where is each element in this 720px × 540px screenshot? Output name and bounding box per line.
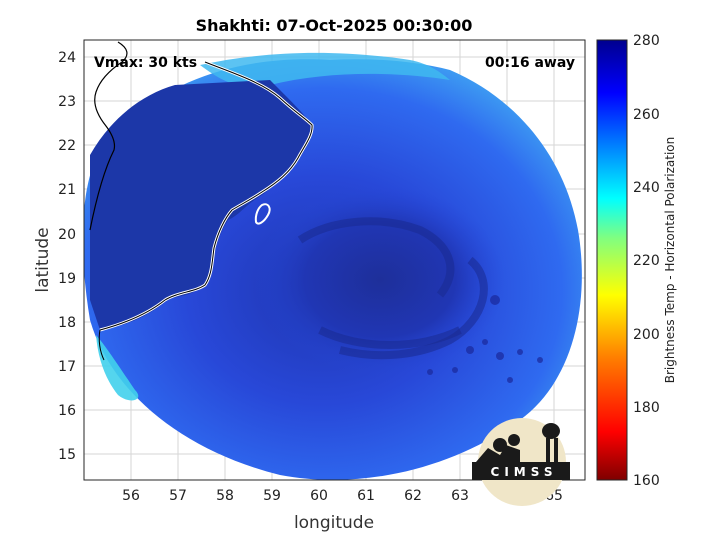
x-tick-label: 61 (357, 488, 375, 504)
colorbar-tick-label: 180 (633, 400, 660, 416)
x-axis-label: longitude (294, 513, 374, 533)
x-tick-label: 57 (169, 488, 187, 504)
swath-cyan-edge-southwest (96, 335, 139, 401)
colorbar-tick-label: 280 (633, 33, 660, 49)
x-tick-label: 60 (310, 488, 328, 504)
y-tick-labels: 24 23 22 21 20 19 18 17 16 15 (58, 50, 76, 463)
y-tick-label: 20 (58, 227, 76, 243)
y-tick-label: 22 (58, 138, 76, 154)
coastline-west (89, 41, 128, 231)
y-tick-label: 18 (58, 315, 76, 331)
x-tick-label: 63 (451, 488, 469, 504)
x-tick-label: 56 (122, 488, 140, 504)
colorbar-tick-label: 160 (633, 473, 660, 489)
y-tick-label: 16 (58, 403, 76, 419)
colorbar-label: Brightness Temp - Horizontal Polarizatio… (663, 137, 677, 384)
y-tick-label: 23 (58, 94, 76, 110)
colorbar-tick-label: 200 (633, 327, 660, 343)
rain-bands (297, 217, 488, 360)
y-tick-label: 19 (58, 271, 76, 287)
x-tick-label: 59 (263, 488, 281, 504)
x-tick-label: 58 (216, 488, 234, 504)
y-tick-label: 24 (58, 50, 76, 66)
y-tick-label: 15 (58, 447, 76, 463)
colorbar-tick-label: 220 (633, 253, 660, 269)
convective-cells (427, 295, 543, 383)
colorbar-tick-labels: 280 260 240 220 200 180 160 (633, 33, 660, 489)
cimss-logo: CIMSS (472, 418, 570, 506)
colorbar-tick-label: 260 (633, 107, 660, 123)
y-axis-label: latitude (33, 227, 53, 292)
x-tick-labels: 56 57 58 59 60 61 62 63 64 65 (122, 488, 563, 504)
x-tick-label: 62 (404, 488, 422, 504)
island (254, 203, 271, 225)
land-region (90, 80, 313, 330)
y-tick-label: 21 (58, 182, 76, 198)
plot-title: Shakhti: 07-Oct-2025 00:30:00 (196, 16, 473, 35)
plot-frame (83, 39, 586, 481)
logo-text: CIMSS (491, 465, 558, 479)
swath-cyan-edge-north (200, 52, 450, 88)
colorbar (596, 39, 628, 481)
y-tick-label: 17 (58, 359, 76, 375)
vmax-label: Vmax: 30 kts (94, 55, 197, 71)
time-offset-label: 00:16 away (485, 55, 575, 71)
colorbar-tick-label: 240 (633, 180, 660, 196)
